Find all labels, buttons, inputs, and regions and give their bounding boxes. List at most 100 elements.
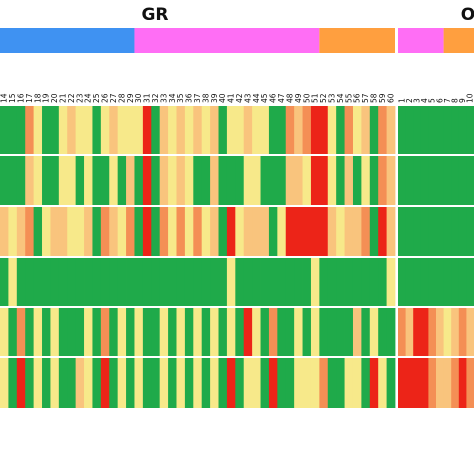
heatmap-cell: [405, 308, 414, 356]
heatmap-cell: [58, 308, 68, 356]
heatmap-cell: [210, 308, 219, 356]
heatmap-cell: [352, 207, 362, 256]
column-label: 37: [193, 93, 202, 103]
heatmap-cell: [117, 358, 127, 408]
heatmap-cell: [210, 358, 219, 408]
heatmap-cell: [352, 106, 362, 154]
column-label: 10: [466, 93, 474, 103]
heatmap-cell: [428, 106, 437, 154]
column-label: 33: [159, 93, 168, 103]
heatmap-cell: [8, 106, 18, 154]
heatmap-cell: [84, 308, 93, 356]
column-label: 29: [126, 93, 135, 103]
heatmap-cell: [109, 358, 119, 408]
heatmap-cell: [466, 106, 474, 154]
panel-o-cells: [398, 106, 474, 408]
heatmap-cell: [344, 258, 354, 306]
heatmap-cell: [398, 358, 406, 408]
heatmap-cell: [398, 207, 406, 256]
heatmap-cell: [92, 308, 102, 356]
column-label: 58: [369, 93, 378, 103]
heatmap-cell: [151, 308, 161, 356]
heatmap-cell: [277, 207, 287, 256]
heatmap-cell: [50, 106, 60, 154]
heatmap-cell: [184, 308, 194, 356]
heatmap-cell: [142, 358, 152, 408]
heatmap-cell: [92, 358, 102, 408]
heatmap-cell: [100, 258, 110, 306]
heatmap-cell: [277, 156, 287, 205]
heatmap-cell: [336, 308, 345, 356]
heatmap-cell: [336, 106, 345, 154]
heatmap-cell: [443, 106, 452, 154]
heatmap-cell: [218, 308, 228, 356]
heatmap-cell: [260, 308, 270, 356]
heatmap-cell: [126, 106, 135, 154]
heatmap-cell: [327, 106, 337, 154]
heatmap-cell: [252, 358, 261, 408]
heatmap-cell: [386, 207, 396, 256]
heatmap-cell: [436, 258, 444, 306]
heatmap-cell: [378, 207, 387, 256]
heatmap-cell: [235, 358, 245, 408]
heatmap-cell: [100, 358, 110, 408]
column-label: 1: [397, 98, 406, 103]
heatmap-cell: [33, 106, 43, 154]
heatmap-cell: [451, 156, 460, 205]
heatmap-cell: [159, 308, 169, 356]
heatmap-cell: [436, 358, 444, 408]
heatmap-cell: [176, 258, 186, 306]
column-label: 39: [210, 93, 219, 103]
column-label: 49: [294, 93, 303, 103]
heatmap-cell: [369, 106, 379, 154]
heatmap-cell: [151, 358, 161, 408]
heatmap-cell: [109, 207, 119, 256]
heatmap-cell: [42, 258, 51, 306]
heatmap-cell: [42, 207, 51, 256]
column-label: 35: [176, 93, 185, 103]
heatmap-cell: [405, 106, 414, 154]
heatmap-cell: [100, 308, 110, 356]
heatmap-cell: [285, 106, 295, 154]
heatmap-cell: [100, 106, 110, 154]
heatmap-cell: [58, 258, 68, 306]
heatmap-cell: [0, 207, 9, 256]
panel-gr: GR 14 15 16 17 18 19 20 21 22 23 24 25 26 27 28 29 30 31 3…: [0, 5, 396, 408]
heatmap-cell: [458, 207, 467, 256]
heatmap-cell: [168, 207, 177, 256]
heatmap-cell: [58, 156, 68, 205]
heatmap-cell: [413, 106, 422, 154]
heatmap-cell: [92, 106, 102, 154]
heatmap-cell: [436, 207, 444, 256]
column-label: 24: [84, 93, 93, 103]
heatmap-cell: [50, 207, 60, 256]
heatmap-cell: [151, 106, 161, 154]
heatmap-cell: [58, 358, 68, 408]
heatmap-cell: [466, 308, 474, 356]
heatmap-cell: [193, 106, 203, 154]
heatmap-cell: [277, 106, 287, 154]
heatmap-cell: [466, 258, 474, 306]
heatmap-cell: [235, 106, 245, 154]
heatmap-cell: [75, 258, 85, 306]
heatmap-cell: [352, 156, 362, 205]
heatmap-cell: [378, 358, 387, 408]
heatmap-cell: [0, 156, 9, 205]
heatmap-cell: [134, 207, 144, 256]
column-label: 53: [327, 93, 336, 103]
heatmap-cell: [42, 156, 51, 205]
column-label: 57: [361, 93, 370, 103]
heatmap-cell: [405, 358, 414, 408]
heatmap-cell: [159, 258, 169, 306]
heatmap-cell: [466, 156, 474, 205]
heatmap-cell: [285, 258, 295, 306]
heatmap-cell: [201, 308, 211, 356]
heatmap-cell: [252, 106, 261, 154]
heatmap-cell: [75, 106, 85, 154]
heatmap-cell: [100, 156, 110, 205]
heatmap-cell: [226, 106, 236, 154]
heatmap-cell: [260, 106, 270, 154]
heatmap-cell: [151, 156, 161, 205]
heatmap-cell: [443, 207, 452, 256]
